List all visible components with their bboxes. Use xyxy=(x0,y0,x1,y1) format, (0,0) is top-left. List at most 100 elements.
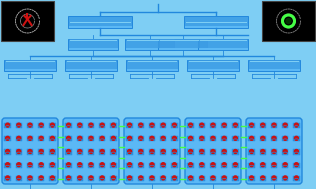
Bar xyxy=(187,176,194,181)
Bar xyxy=(249,60,299,62)
Circle shape xyxy=(39,176,43,180)
Bar xyxy=(126,44,174,45)
Circle shape xyxy=(234,176,237,180)
Circle shape xyxy=(261,149,265,153)
Bar xyxy=(210,149,216,155)
Bar xyxy=(110,136,117,141)
Circle shape xyxy=(150,123,154,127)
Bar xyxy=(248,163,255,168)
Bar xyxy=(199,40,247,41)
Circle shape xyxy=(28,163,32,167)
Bar xyxy=(99,136,106,141)
Bar xyxy=(69,17,131,18)
Bar xyxy=(126,176,133,181)
Circle shape xyxy=(67,136,70,140)
Circle shape xyxy=(161,149,165,153)
Bar xyxy=(185,21,247,23)
Circle shape xyxy=(150,136,154,140)
Bar xyxy=(221,136,228,141)
Bar xyxy=(4,149,11,155)
Bar xyxy=(199,46,247,47)
Circle shape xyxy=(51,163,54,167)
FancyBboxPatch shape xyxy=(246,118,302,184)
Bar xyxy=(248,176,255,181)
Bar xyxy=(198,39,248,50)
Bar xyxy=(159,42,207,43)
Bar xyxy=(127,63,177,64)
Bar xyxy=(187,136,194,141)
Bar xyxy=(99,123,106,128)
Circle shape xyxy=(189,123,192,127)
Bar xyxy=(69,40,117,41)
Bar xyxy=(65,123,72,128)
Circle shape xyxy=(283,123,287,127)
FancyBboxPatch shape xyxy=(63,118,119,184)
Circle shape xyxy=(78,123,82,127)
Bar xyxy=(185,17,247,18)
Bar xyxy=(199,44,247,45)
Bar xyxy=(66,63,116,64)
Circle shape xyxy=(211,163,215,167)
Bar xyxy=(271,163,277,168)
Bar xyxy=(232,163,239,168)
Circle shape xyxy=(234,123,237,127)
Bar xyxy=(221,149,228,155)
Circle shape xyxy=(211,176,215,180)
Bar xyxy=(198,163,205,168)
Bar xyxy=(221,163,228,168)
Bar xyxy=(160,136,167,141)
Bar xyxy=(248,136,255,141)
Circle shape xyxy=(51,176,54,180)
Circle shape xyxy=(211,123,215,127)
Circle shape xyxy=(295,149,298,153)
Circle shape xyxy=(67,163,70,167)
Bar xyxy=(282,136,289,141)
Bar xyxy=(271,136,277,141)
Circle shape xyxy=(283,136,287,140)
Bar xyxy=(198,123,205,128)
Bar xyxy=(187,123,194,128)
Circle shape xyxy=(128,163,131,167)
Bar xyxy=(69,46,117,47)
Circle shape xyxy=(51,136,54,140)
Circle shape xyxy=(67,123,70,127)
Bar xyxy=(126,163,133,168)
Circle shape xyxy=(100,163,104,167)
Bar xyxy=(149,163,155,168)
Bar xyxy=(68,39,118,50)
Bar xyxy=(271,123,277,128)
Circle shape xyxy=(272,136,276,140)
Circle shape xyxy=(6,163,9,167)
Circle shape xyxy=(222,163,226,167)
Bar xyxy=(49,163,56,168)
Circle shape xyxy=(100,136,104,140)
Circle shape xyxy=(173,149,176,153)
Bar xyxy=(188,67,238,68)
Bar xyxy=(15,163,22,168)
Bar xyxy=(38,136,45,141)
Bar xyxy=(185,19,247,20)
Circle shape xyxy=(200,123,204,127)
Bar xyxy=(76,123,83,128)
Bar xyxy=(27,163,33,168)
Circle shape xyxy=(200,176,204,180)
Circle shape xyxy=(17,149,21,153)
Bar xyxy=(110,163,117,168)
Bar xyxy=(249,63,299,64)
Circle shape xyxy=(234,149,237,153)
Bar xyxy=(221,123,228,128)
Circle shape xyxy=(128,136,131,140)
FancyBboxPatch shape xyxy=(185,118,241,184)
Circle shape xyxy=(161,163,165,167)
Circle shape xyxy=(161,176,165,180)
Circle shape xyxy=(173,176,176,180)
Circle shape xyxy=(39,149,43,153)
Bar xyxy=(137,149,144,155)
Bar xyxy=(188,63,238,64)
Circle shape xyxy=(200,149,204,153)
Bar xyxy=(126,123,133,128)
Bar xyxy=(38,163,45,168)
Circle shape xyxy=(67,176,70,180)
Bar xyxy=(160,176,167,181)
Bar xyxy=(69,24,131,25)
